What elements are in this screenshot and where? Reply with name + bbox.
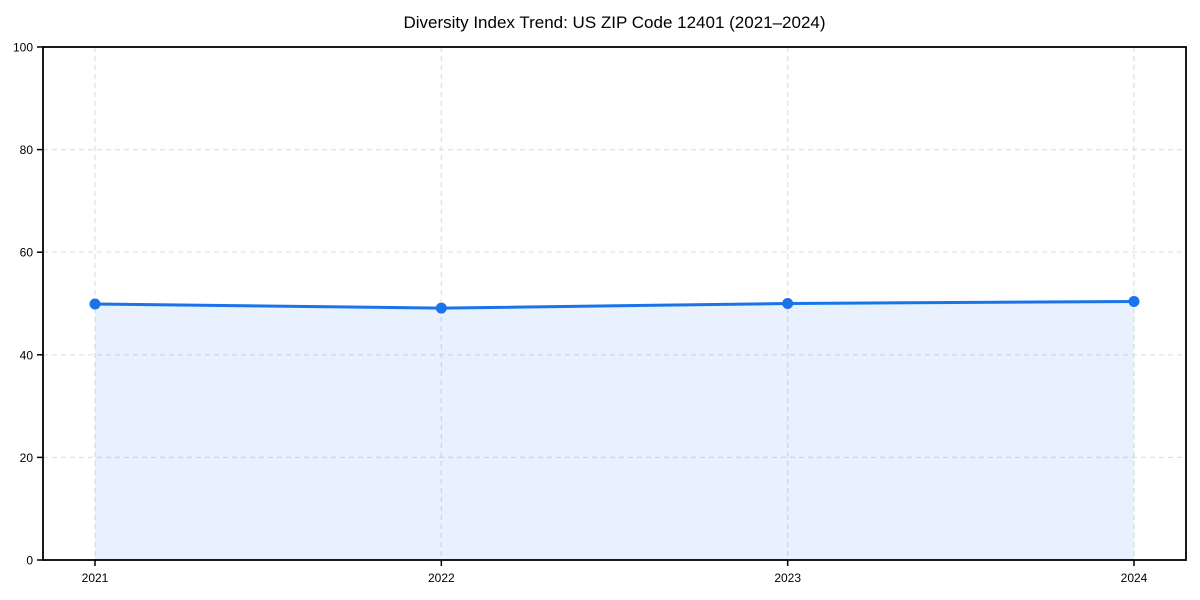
x-tick-label: 2023 [774,571,801,585]
plot-border [42,46,1187,561]
y-axis: 0 20 40 60 80 100 [13,41,43,568]
x-axis: 2021 2022 2023 2024 [82,560,1148,585]
data-point-2024 [1128,295,1140,307]
data-point-2021 [89,298,101,310]
x-tick-label: 2021 [82,571,109,585]
x-tick-label: 2022 [428,571,455,585]
y-tick-label: 80 [20,143,34,157]
y-tick-label: 20 [20,451,34,465]
area-fill [95,301,1134,560]
data-point-2022 [435,302,447,314]
data-points [89,295,1140,314]
data-point-2023 [782,298,794,309]
y-tick-label: 40 [20,348,34,362]
y-tick-label: 100 [13,41,33,55]
chart-title: Diversity Index Trend: US ZIP Code 12401… [403,13,826,32]
y-tick-label: 0 [26,554,33,568]
y-tick-label: 60 [20,246,34,260]
x-tick-label: 2024 [1121,571,1148,585]
trend-line [93,299,1136,310]
